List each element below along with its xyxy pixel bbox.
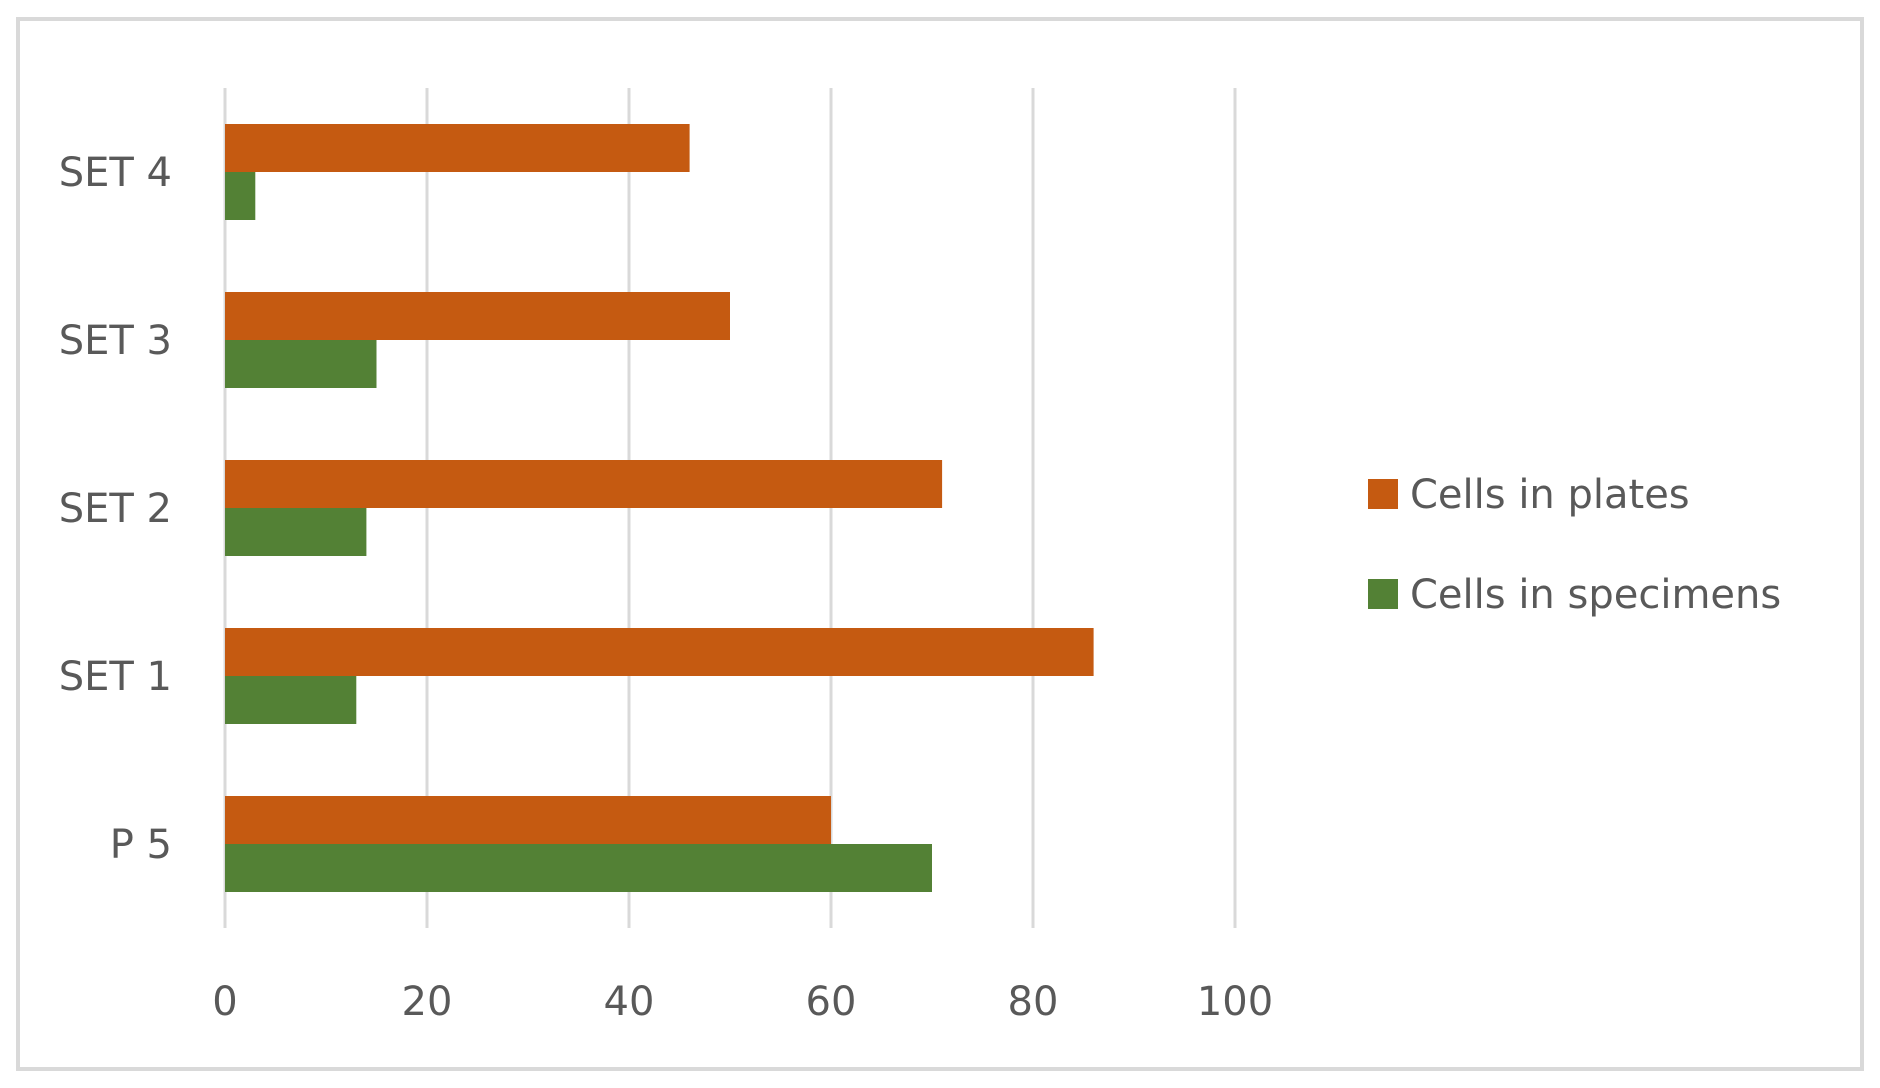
legend-swatch-specimens — [1368, 579, 1398, 609]
bar-specimens-set-3 — [225, 340, 377, 388]
x-tick-label: 40 — [604, 979, 655, 1025]
x-tick-label: 0 — [212, 979, 237, 1025]
gridlines — [223, 88, 1237, 928]
legend-label-specimens: Cells in specimens — [1410, 572, 1781, 618]
bar-plates-set-3 — [225, 292, 730, 340]
category-label: SET 1 — [59, 654, 172, 700]
bar-specimens-set-1 — [225, 676, 357, 724]
x-tick-label: 80 — [1008, 979, 1059, 1025]
x-tick-label: 100 — [1197, 979, 1273, 1025]
bar-specimens-p-5 — [225, 844, 932, 892]
legend-label-plates: Cells in plates — [1410, 472, 1690, 518]
bar-plates-set-1 — [225, 628, 1094, 676]
x-tick-label: 60 — [806, 979, 857, 1025]
legend: Cells in plates Cells in specimens — [1368, 472, 1781, 618]
bar-plates-set-4 — [225, 124, 690, 172]
category-label: SET 4 — [59, 150, 172, 196]
value-tick-labels: 0 20 40 60 80 100 — [212, 979, 1273, 1025]
x-tick-label: 20 — [402, 979, 453, 1025]
legend-swatch-plates — [1368, 479, 1398, 509]
bar-plates-set-2 — [225, 460, 943, 508]
category-labels: P 5 SET 1 SET 2 SET 3 SET 4 — [59, 150, 172, 868]
category-label: SET 2 — [59, 486, 172, 532]
bar-specimens-set-2 — [225, 508, 367, 556]
category-label: SET 3 — [59, 318, 172, 364]
bars — [225, 124, 1094, 892]
bar-plates-p-5 — [225, 796, 831, 844]
bar-specimens-set-4 — [225, 172, 256, 220]
category-label: P 5 — [110, 822, 172, 868]
